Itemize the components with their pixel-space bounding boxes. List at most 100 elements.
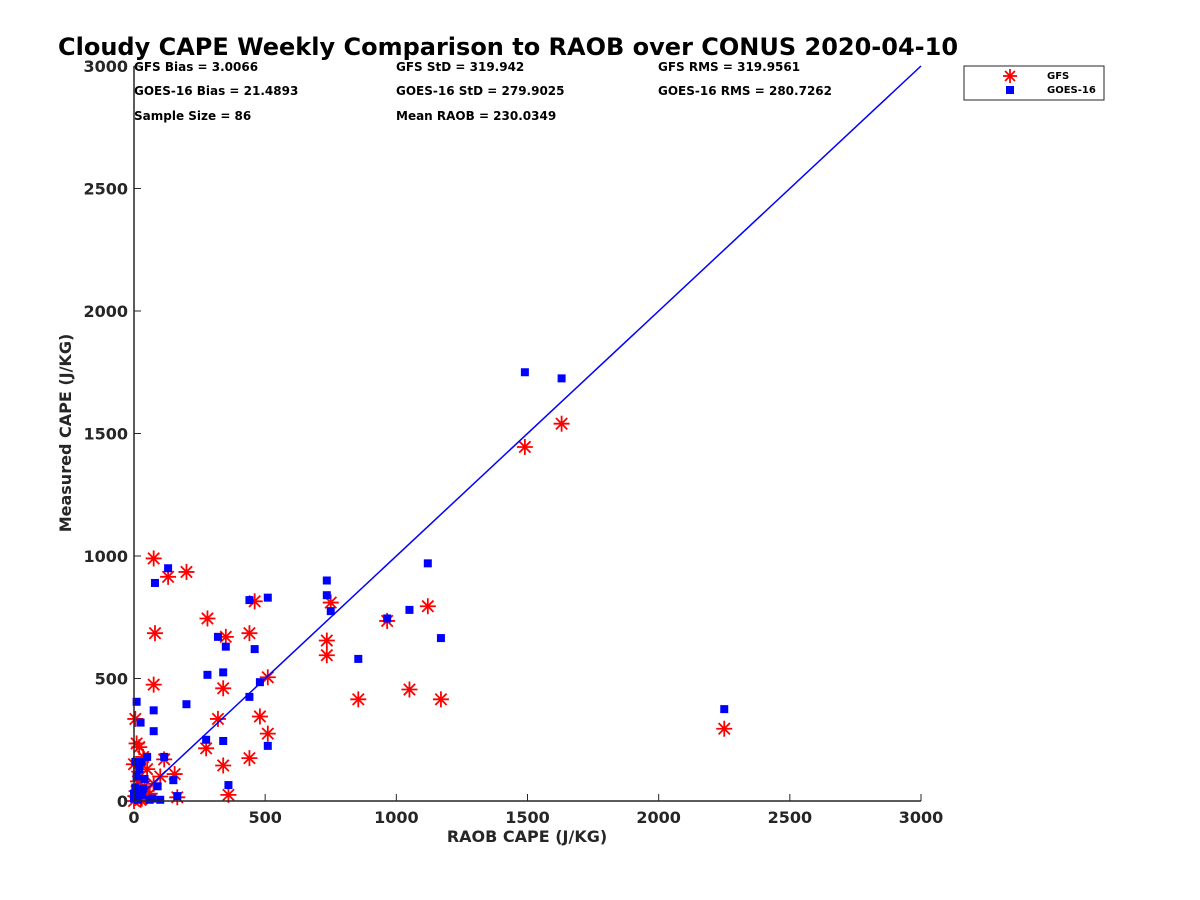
asterisk-stroke: [140, 762, 154, 776]
asterisk-stroke: [211, 712, 225, 726]
y-tick-label: 1000: [83, 547, 128, 566]
goes16-point: [131, 783, 140, 792]
goes16-point: [135, 765, 144, 774]
asterisk-stroke: [147, 678, 160, 691]
gfs-point: [251, 708, 268, 725]
goes16-point: [383, 614, 392, 623]
goes16-point: [153, 782, 162, 791]
x-tick-label: 0: [128, 808, 139, 827]
legend-goes16-marker: [1006, 86, 1014, 94]
goes16-point: [202, 735, 211, 744]
legend-box: [963, 65, 1105, 101]
asterisk-stroke: [320, 648, 334, 662]
goes16-point: [149, 727, 158, 736]
gfs-point: [241, 750, 258, 767]
asterisk-stroke: [222, 788, 235, 802]
legend-label: GOES-16: [1047, 85, 1096, 96]
goes16-point: [322, 576, 331, 585]
goes16-point: [250, 645, 259, 654]
gfs-point: [259, 725, 276, 742]
goes16-point: [255, 678, 264, 687]
asterisk-stroke: [216, 759, 230, 772]
gfs-point: [318, 647, 335, 664]
gfs-point: [350, 691, 367, 708]
stat-text: GOES-16 RMS = 280.7262: [658, 84, 832, 98]
goes16-point: [169, 776, 178, 785]
asterisk-stroke: [129, 712, 142, 726]
goes16-point: [263, 593, 272, 602]
gfs-point: [716, 720, 733, 737]
stat-text: GOES-16 StD = 279.9025: [396, 84, 565, 98]
stat-text: GOES-16 Bias = 21.4893: [134, 84, 298, 98]
goes16-point: [136, 718, 145, 727]
x-tick-label: 1500: [505, 808, 550, 827]
x-tick-label: 500: [248, 808, 281, 827]
x-tick-label: 2500: [768, 808, 813, 827]
asterisk-stroke: [518, 440, 532, 454]
goes16-point: [203, 670, 212, 679]
asterisk-stroke: [421, 599, 435, 613]
gfs-point: [215, 757, 232, 774]
asterisk-stroke: [320, 634, 334, 647]
goes16-point: [423, 559, 432, 568]
goes16-point: [133, 795, 142, 804]
goes16-point: [137, 790, 146, 799]
gfs-point: [220, 786, 237, 803]
x-axis-label: RAOB CAPE (J/KG): [447, 827, 607, 846]
gfs-point: [199, 610, 216, 627]
goes16-point: [143, 752, 152, 761]
stat-text: Sample Size = 86: [134, 109, 251, 123]
asterisk-stroke: [219, 630, 233, 644]
y-tick-label: 2000: [83, 302, 128, 321]
asterisk-stroke: [1004, 70, 1016, 82]
y-tick-label: 0: [117, 792, 128, 811]
asterisk-stroke: [434, 693, 448, 706]
y-tick-label: 500: [95, 670, 128, 689]
series-gfs: [126, 415, 733, 809]
chart-title: Cloudy CAPE Weekly Comparison to RAOB ov…: [58, 33, 958, 61]
goes16-point: [149, 706, 158, 715]
stat-text: GFS RMS = 319.9561: [658, 60, 800, 74]
asterisk-stroke: [352, 693, 365, 706]
asterisk-stroke: [253, 710, 267, 723]
goes16-point: [132, 772, 141, 781]
goes16-point: [221, 642, 230, 651]
gfs-point: [241, 625, 258, 642]
legend: GFS GOES-16: [963, 65, 1105, 101]
y-tick-label: 2500: [83, 180, 128, 199]
x-tick-label: 1000: [374, 808, 419, 827]
asterisk-stroke: [147, 552, 160, 565]
asterisk-stroke: [130, 737, 143, 750]
goes16-point: [219, 736, 228, 745]
goes16-point: [224, 781, 233, 790]
asterisk-stroke: [555, 417, 568, 430]
gfs-point: [432, 691, 449, 708]
goes16-point: [140, 774, 149, 783]
asterisk-stroke: [243, 626, 256, 640]
goes16-point: [137, 757, 146, 766]
legend-gfs-marker: [1003, 69, 1017, 83]
gfs-point: [145, 676, 162, 693]
goes16-point: [720, 705, 729, 714]
y-tick-label: 3000: [83, 57, 128, 76]
gfs-point: [145, 550, 162, 567]
goes16-point: [139, 784, 148, 793]
goes16-point: [557, 374, 566, 383]
series-goes-16: [130, 368, 729, 804]
goes16-point: [213, 632, 222, 641]
asterisk-stroke: [180, 565, 193, 579]
goes16-point: [150, 578, 159, 587]
gfs-point: [516, 438, 533, 455]
stat-text: GFS StD = 319.942: [396, 60, 524, 74]
goes16-point: [131, 757, 140, 766]
gfs-point: [318, 632, 335, 649]
goes16-point: [245, 596, 254, 605]
goes16-point: [354, 654, 363, 663]
goes16-point: [156, 795, 165, 804]
stats-panel: GFS Bias = 3.0066 GFS StD = 319.942 GFS RM…: [134, 60, 832, 123]
legend-label: GFS: [1047, 71, 1069, 82]
goes16-point: [326, 607, 335, 616]
asterisk-stroke: [201, 612, 214, 625]
gfs-point: [128, 735, 145, 752]
asterisk-stroke: [199, 742, 213, 755]
